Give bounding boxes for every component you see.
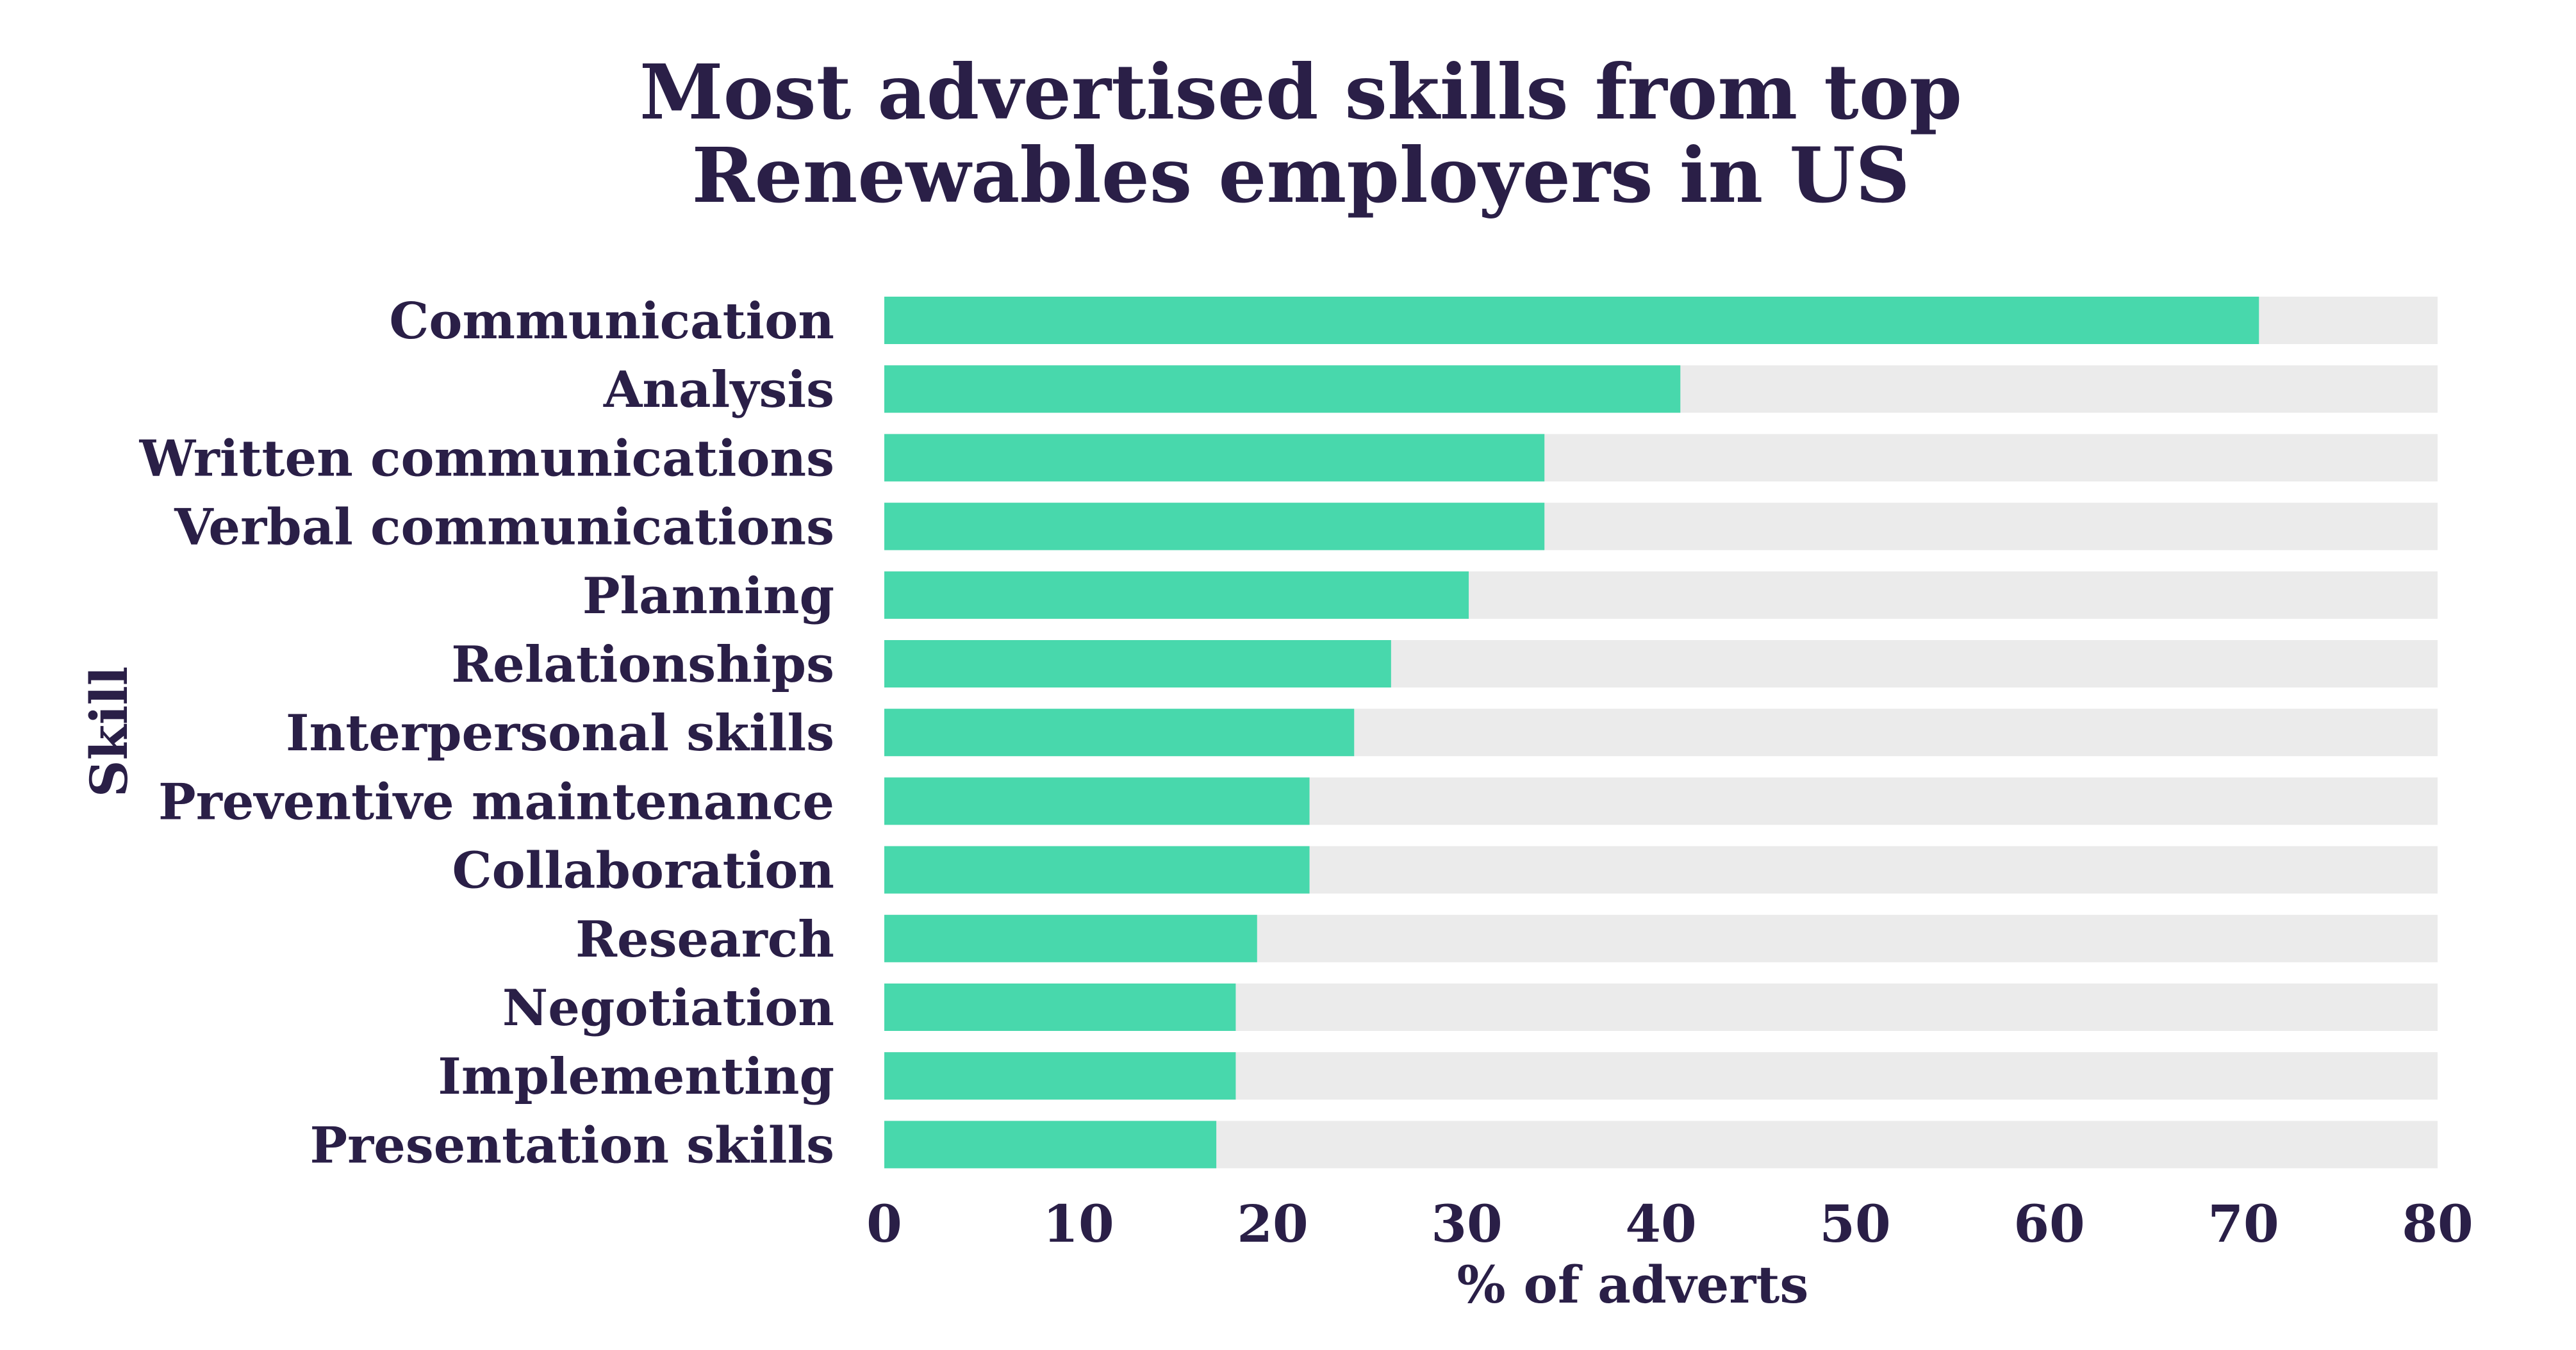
x-axis-ticks: 0 10 20 30 40 50 60 70 80: [866, 1194, 2473, 1254]
x-tick-label: 70: [2208, 1194, 2279, 1254]
x-tick-label: 80: [2402, 1194, 2473, 1254]
category-label: Verbal communications: [174, 498, 834, 557]
category-label: Communication: [389, 292, 834, 350]
category-label: Preventive maintenance: [158, 773, 834, 831]
x-tick-label: 0: [866, 1194, 902, 1254]
x-tick-label: 30: [1431, 1194, 1502, 1254]
category-label: Implementing: [438, 1048, 834, 1106]
bar: [884, 502, 1545, 550]
x-tick-label: 50: [1819, 1194, 1890, 1254]
bar: [884, 1052, 1236, 1100]
category-labels: Communication Analysis Written communicati…: [139, 292, 834, 1174]
bar: [884, 571, 1469, 619]
bar: [884, 914, 1257, 962]
category-label: Relationships: [451, 636, 834, 694]
chart-title-line-1: Most advertised skills from top: [640, 47, 1962, 136]
bar: [884, 365, 1681, 413]
category-label: Planning: [582, 567, 834, 625]
category-label: Written communications: [139, 429, 834, 488]
bars-layer: [884, 297, 2438, 1169]
bar: [884, 297, 2259, 344]
x-axis-label: % of adverts: [1457, 1255, 1809, 1315]
x-tick-label: 40: [1625, 1194, 1696, 1254]
bar: [884, 1121, 1217, 1169]
category-label: Research: [575, 910, 834, 969]
bar: [884, 984, 1236, 1031]
bar: [884, 640, 1391, 687]
category-label: Interpersonal skills: [286, 704, 834, 762]
bar: [884, 846, 1310, 894]
chart-title-line-2: Renewables employers in US: [691, 131, 1910, 220]
bar: [884, 434, 1545, 482]
category-label: Presentation skills: [310, 1116, 834, 1174]
category-label: Collaboration: [452, 842, 834, 900]
x-tick-label: 10: [1043, 1194, 1114, 1254]
category-label: Negotiation: [502, 979, 834, 1037]
bar: [884, 777, 1310, 825]
category-label: Analysis: [603, 361, 834, 419]
x-tick-label: 60: [2013, 1194, 2085, 1254]
x-tick-label: 20: [1237, 1194, 1308, 1254]
bar: [884, 709, 1355, 757]
y-axis-label: Skill: [79, 666, 139, 797]
